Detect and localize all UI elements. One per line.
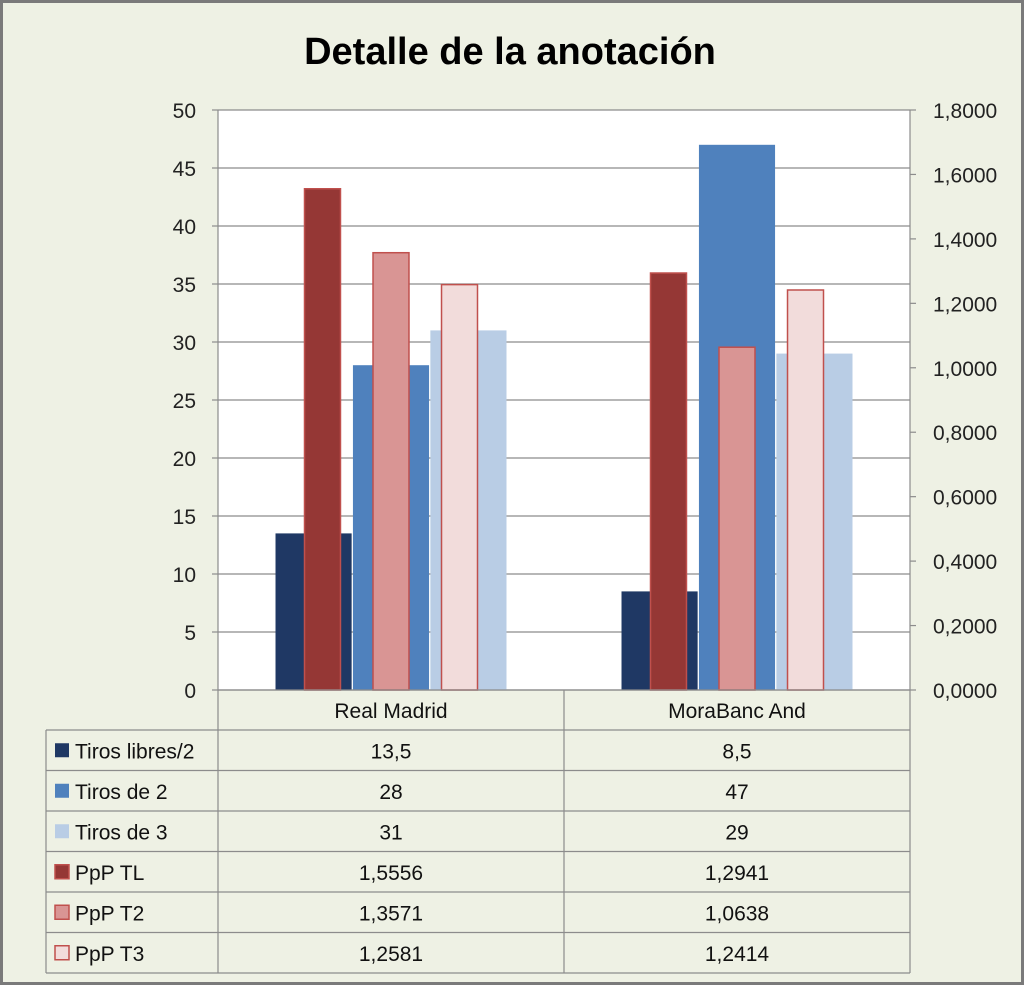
primary-tick-label: 45 xyxy=(173,158,196,181)
bar xyxy=(786,289,825,691)
legend-key xyxy=(55,783,69,798)
bars xyxy=(275,144,853,691)
series-name: Tiros libres/2 xyxy=(75,740,194,763)
bar xyxy=(440,283,479,691)
data-label: 1,0638 xyxy=(705,902,769,925)
secondary-tick-label: 0,2000 xyxy=(933,616,997,639)
data-label: 8,5 xyxy=(722,740,751,763)
bar xyxy=(649,272,688,691)
data-label: 31 xyxy=(379,821,402,844)
data-label: 29 xyxy=(725,821,748,844)
category-label: Real Madrid xyxy=(334,700,447,723)
data-label: 1,3571 xyxy=(359,902,423,925)
data-label: 1,5556 xyxy=(359,862,423,885)
legend-key xyxy=(54,904,70,920)
chart-title: Detalle de la anotación xyxy=(304,31,716,73)
category-label: MoraBanc And xyxy=(668,700,806,723)
secondary-tick-label: 1,4000 xyxy=(933,229,997,252)
secondary-tick-label: 0,8000 xyxy=(933,422,997,445)
primary-tick-label: 50 xyxy=(173,100,196,123)
legend-key xyxy=(55,824,69,839)
series-name: PpP T2 xyxy=(75,902,144,925)
bar xyxy=(372,251,410,691)
primary-tick-label: 0 xyxy=(184,680,196,703)
primary-axis-ticks: 0 5 10 15 20 25 30 35 40 45 50 xyxy=(173,100,218,703)
data-label: 28 xyxy=(379,781,402,804)
legend-key xyxy=(54,945,70,961)
secondary-axis-ticks: 0,0000 0,2000 0,4000 0,6000 0,8000 1,0000 1,20… xyxy=(910,100,997,703)
secondary-tick-label: 0,0000 xyxy=(933,680,997,703)
secondary-tick-label: 1,6000 xyxy=(933,164,997,187)
secondary-tick-label: 0,6000 xyxy=(933,487,997,510)
data-label: 13,5 xyxy=(371,740,412,763)
primary-tick-label: 40 xyxy=(173,216,196,239)
secondary-tick-label: 0,4000 xyxy=(933,551,997,574)
data-label: 1,2414 xyxy=(705,943,770,966)
secondary-tick-label: 1,8000 xyxy=(933,100,997,123)
primary-tick-label: 20 xyxy=(173,448,196,471)
secondary-tick-label: 1,2000 xyxy=(933,293,997,316)
legend-key xyxy=(55,743,69,758)
bar xyxy=(303,188,342,691)
data-table: Real Madrid MoraBanc And Tiros libres/2 13,… xyxy=(45,689,911,974)
bar xyxy=(718,346,756,691)
series-name: PpP TL xyxy=(75,862,144,885)
data-label: 1,2581 xyxy=(359,943,423,966)
primary-tick-label: 5 xyxy=(184,622,196,645)
data-label: 47 xyxy=(725,781,748,804)
primary-tick-label: 30 xyxy=(173,332,196,355)
legend-key xyxy=(54,864,70,880)
data-label: 1,2941 xyxy=(705,862,769,885)
primary-tick-label: 25 xyxy=(173,390,196,413)
series-name: Tiros de 3 xyxy=(75,821,168,844)
primary-tick-label: 35 xyxy=(173,274,196,297)
series-name: Tiros de 2 xyxy=(75,781,168,804)
primary-tick-label: 10 xyxy=(173,564,196,587)
series-name: PpP T3 xyxy=(75,943,144,966)
primary-tick-label: 15 xyxy=(173,506,196,529)
secondary-tick-label: 1,0000 xyxy=(933,358,997,381)
